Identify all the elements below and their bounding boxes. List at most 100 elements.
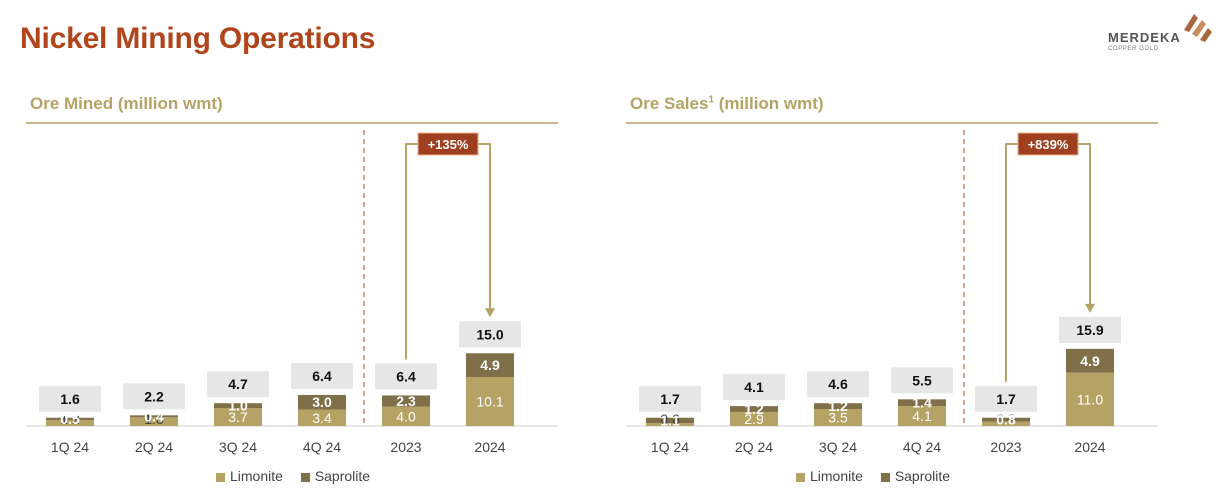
category-label: 4Q 24 [303,439,341,455]
limonite-value-label: 11.0 [1077,391,1103,407]
bar-saprolite [730,406,778,412]
saprolite-value-label: 1.4 [912,395,932,411]
ore-mined-legend: Limonite Saprolite [216,468,384,484]
growth-arrowhead [1085,303,1095,313]
total-value-label: 1.7 [996,391,1016,407]
total-box [723,374,785,401]
bar-limonite [130,417,178,426]
total-box [375,363,437,390]
ore-sales-chart: 0.61.11.71Q 242.91.24.12Q 243.51.24.63Q … [626,130,1158,455]
category-label: 4Q 24 [903,439,941,455]
category-label: 1Q 24 [51,439,89,455]
title-rule [626,122,1158,124]
bar-limonite [898,406,946,426]
total-value-label: 4.6 [828,376,848,392]
saprolite-value-label: 0.5 [60,411,80,427]
ore-sales-title-main: Ore Sales [630,94,709,113]
saprolite-value-label: 4.9 [480,357,500,373]
bar-saprolite [466,353,514,378]
growth-callout-box [1017,132,1079,156]
legend-label-limonite: Limonite [810,468,863,484]
legend-label-saprolite: Saprolite [894,468,951,484]
total-box [291,362,353,389]
category-label: 3Q 24 [819,439,857,455]
bar-saprolite [298,394,346,410]
bar-saprolite [982,417,1030,422]
limonite-value-label: 3.5 [828,410,848,426]
saprolite-value-label: 1.1 [660,412,680,428]
ore-mined-title: Ore Mined (million wmt) [30,94,223,114]
category-label: 2023 [990,439,1021,455]
total-value-label: 1.6 [60,391,80,407]
limonite-value-label: 10.1 [476,394,503,410]
category-label: 2023 [390,439,421,455]
legend-label-limonite: Limonite [230,468,283,484]
ore-sales-title-sup: 1 [708,94,715,106]
bar-saprolite [898,399,946,407]
ore-mined-title-main: Ore Mined [30,94,114,113]
total-value-label: 6.4 [396,368,416,384]
growth-callout-label: +839% [1028,137,1069,152]
ore-mined-chart: 1.20.5 1.6 1Q 24 1.80.4 2.2 2Q 24 3.71.0 4.7 3Q … [26,130,558,455]
bar-limonite [46,420,94,426]
category-label: 1Q 24 [651,439,689,455]
total-box [1059,316,1121,343]
growth-arrowhead [485,308,495,318]
total-box [207,371,269,398]
legend-item-saprolite: Saprolite [880,468,951,484]
total-box [39,385,101,412]
saprolite-value-label: 0.4 [144,408,164,424]
growth-callout-label: +135% [428,137,469,152]
ore-sales-title: Ore Sales1 (million wmt) [630,94,824,114]
logo-mark-icon [1184,14,1212,42]
title-rule [26,122,558,124]
total-value-label: 2.2 [144,388,164,404]
category-label: 2Q 24 [135,439,173,455]
category-label: 2024 [474,439,505,455]
saprolite-value-label: 3.0 [312,394,332,410]
bar-limonite [1066,372,1114,426]
limonite-swatch [216,472,225,482]
bar-limonite [382,406,430,426]
total-box [891,367,953,394]
bar-saprolite [130,415,178,418]
legend-label-saprolite: Saprolite [314,468,371,484]
bar-saprolite [1066,348,1114,373]
limonite-value-label: 4.1 [912,408,932,424]
bar-limonite [466,377,514,426]
limonite-value-label: 1.2 [60,411,80,427]
growth-callout-box [417,132,479,156]
category-label: 2024 [1074,439,1105,455]
saprolite-value-label: 1.2 [828,398,848,414]
total-box [807,371,869,398]
limonite-value-label: 4.0 [396,408,416,424]
bar-saprolite [382,395,430,407]
total-value-label: 4.7 [228,376,248,392]
total-box [123,383,185,410]
bar-limonite [646,423,694,426]
total-box [639,385,701,412]
limonite-value-label: 0.9 [996,411,1016,427]
bar-saprolite [214,403,262,409]
saprolite-value-label: 1.2 [744,401,764,417]
company-logo: MERDEKA COPPER GOLD [1106,10,1216,60]
legend-item-saprolite: Saprolite [300,468,371,484]
page-title: Nickel Mining Operations [20,22,376,55]
ore-sales-legend: Limonite Saprolite [796,468,964,484]
bar-saprolite [646,417,694,424]
saprolite-value-label: 0.8 [996,412,1016,428]
saprolite-value-label: 4.9 [1080,353,1100,369]
total-box [975,385,1037,412]
limonite-value-label: 3.4 [312,410,332,426]
bar-limonite [982,421,1030,426]
bar-limonite [730,411,778,426]
bar-saprolite [46,417,94,421]
bar-limonite [814,409,862,426]
total-value-label: 6.4 [312,368,332,384]
ore-sales-panel: Ore Sales1 (million wmt) 0.6 1.1 1.7 1Q 24 2… [626,86,1160,496]
limonite-value-label: 1.8 [144,411,164,427]
legend-item-limonite: Limonite [216,468,283,484]
bar-saprolite [814,403,862,410]
saprolite-swatch [300,472,310,482]
category-label: 3Q 24 [219,439,257,455]
